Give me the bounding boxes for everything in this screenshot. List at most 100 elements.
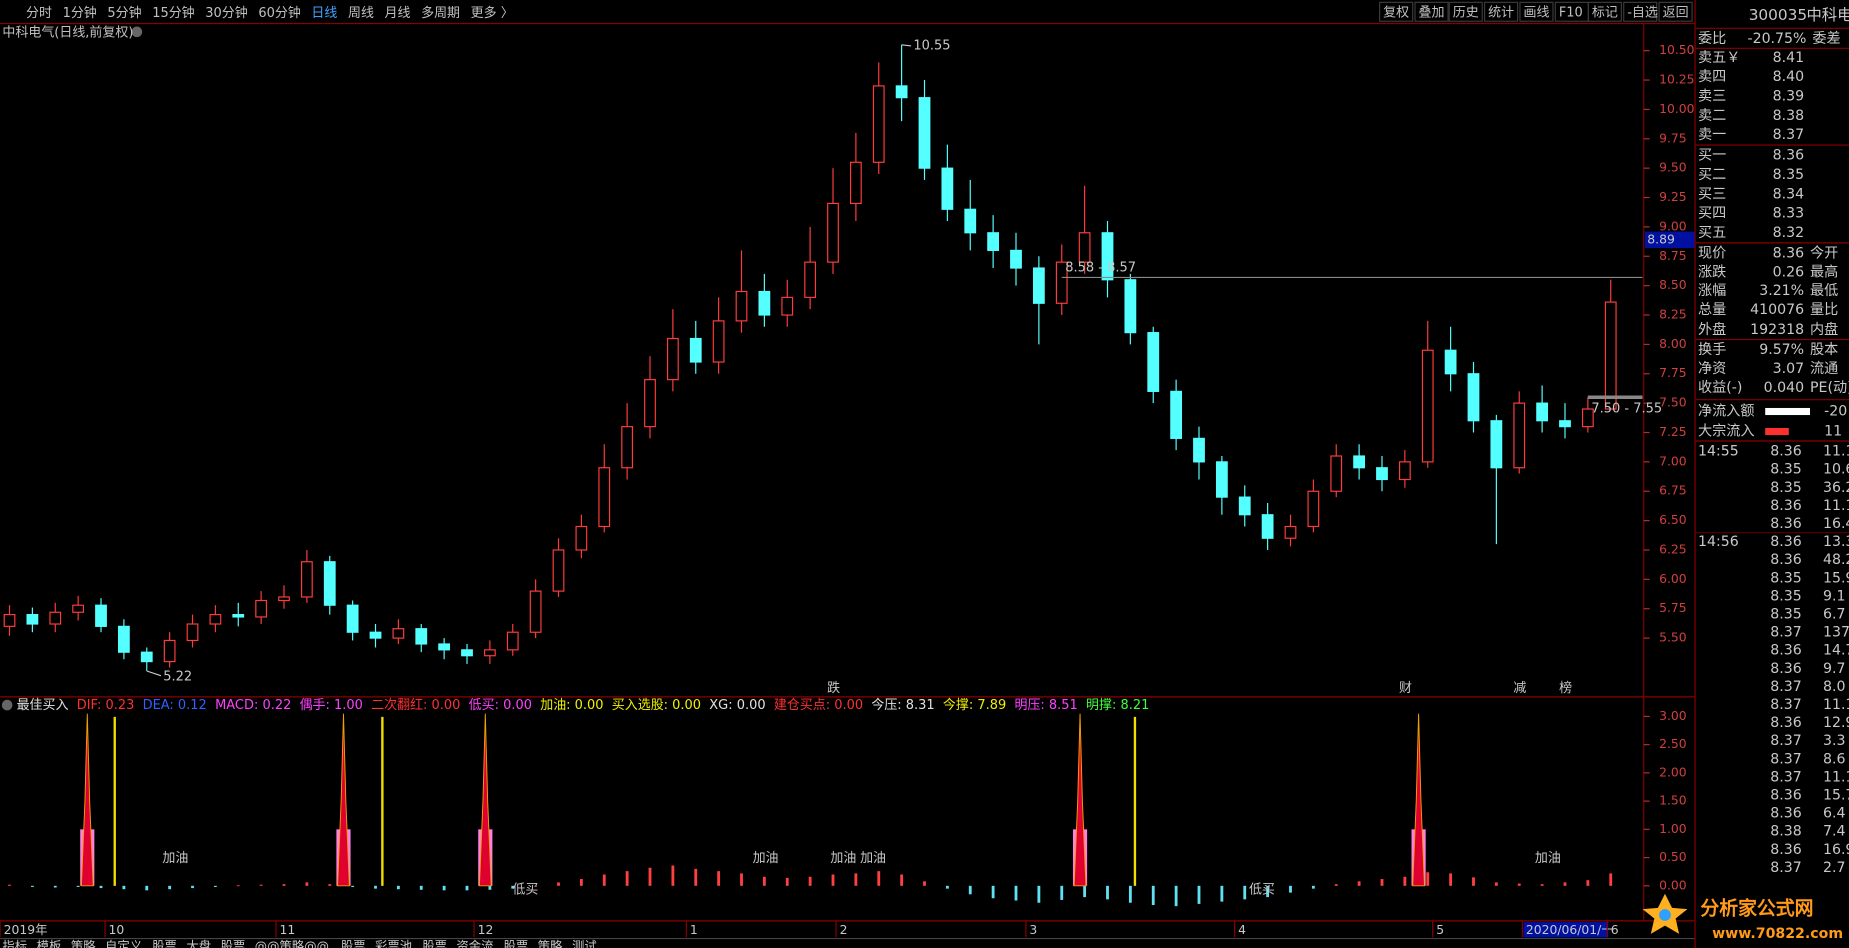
macd-bar [602, 874, 606, 886]
period-button[interactable]: 5分钟 [107, 4, 141, 20]
period-button[interactable]: 周线 [348, 5, 374, 20]
legend-item: 低买: 0.00 [469, 698, 532, 713]
trade-price: 8.35 [1770, 570, 1801, 586]
watermark-url: www.70822.com [1712, 926, 1843, 942]
candle-body [415, 628, 428, 645]
period-button[interactable]: 30分钟 [205, 4, 247, 20]
tab[interactable]: 股票 [152, 939, 177, 948]
macd-bar [1220, 885, 1224, 902]
signal-label: 加油 [1535, 851, 1561, 866]
period-button[interactable]: 日线 [311, 5, 337, 20]
tab[interactable]: 策略 [538, 938, 563, 948]
period-button[interactable]: 分时 [26, 5, 52, 20]
macd-bar [145, 885, 149, 891]
tool-button[interactable]: 画线 [1523, 5, 1549, 20]
book-label: 卖五￥ [1698, 50, 1740, 66]
tab[interactable]: 策略 [71, 938, 96, 948]
tab[interactable]: 股票 [504, 939, 529, 948]
stat-label: 涨幅 [1698, 283, 1726, 299]
title-icon[interactable] [131, 26, 143, 38]
stat-label: 外盘 [1698, 321, 1726, 338]
y-tick-label: 7.50 [1659, 396, 1687, 410]
y-tick-label: 7.25 [1659, 425, 1687, 439]
candle-body [621, 426, 634, 469]
period-button[interactable]: 1分钟 [63, 4, 97, 20]
macd-bar [1128, 885, 1132, 903]
legend-item: MACD: 0.22 [215, 698, 291, 713]
macd-bar [213, 885, 217, 887]
event-marker[interactable]: 榜 [1559, 680, 1572, 696]
stat-label: 涨跌 [1698, 264, 1726, 280]
date-label: 1 [690, 923, 698, 937]
tab[interactable]: 测试 [572, 938, 597, 948]
tab[interactable]: 自定义 [105, 938, 142, 948]
trough-pointer [146, 670, 162, 677]
macd-bar [945, 885, 949, 889]
tool-button[interactable]: -自选 [1627, 5, 1658, 20]
macd-bar [854, 873, 858, 886]
tool-button-frame [1658, 1, 1693, 22]
y-tick-label: 7.75 [1659, 366, 1687, 380]
tool-button[interactable]: F10 [1559, 5, 1583, 20]
tab[interactable]: @@策略@@ [255, 938, 329, 948]
tab[interactable]: 股票 [341, 939, 366, 948]
tool-button-frame [1519, 1, 1554, 22]
candle-body [895, 85, 908, 99]
tool-button[interactable]: 复权 [1383, 4, 1409, 20]
macd-bar [1563, 882, 1567, 886]
trade-price: 8.35 [1770, 480, 1801, 496]
tab[interactable]: 股票 [422, 939, 447, 948]
macd-bar [1586, 880, 1590, 886]
period-button[interactable]: 月线 [385, 5, 411, 20]
tool-button-frame [1379, 1, 1414, 22]
candle-body [1215, 461, 1228, 498]
trade-volume: 6.4 [1823, 806, 1845, 822]
tool-button[interactable]: 叠加 [1419, 5, 1445, 20]
candle-body [1581, 408, 1594, 428]
macd-bar [396, 885, 400, 890]
tab[interactable]: 股票 [221, 939, 246, 948]
event-marker[interactable]: 财 [1399, 681, 1412, 696]
trade-price: 8.36 [1770, 444, 1801, 460]
period-button[interactable]: 更多 〉 [471, 4, 514, 20]
macd-bar [465, 885, 469, 891]
tab[interactable]: 指标 [2, 938, 27, 948]
trade-volume: 15.9 [1823, 570, 1849, 586]
stat-label: 净资 [1698, 361, 1726, 377]
event-marker[interactable]: 跌 [827, 680, 840, 696]
tool-button[interactable]: 历史 [1453, 5, 1479, 20]
macd-bar [282, 884, 286, 886]
tab[interactable]: 大盘 [186, 938, 211, 948]
tab[interactable]: 模板 [37, 939, 62, 948]
macd-bar [1106, 885, 1109, 900]
trade-price: 8.36 [1770, 715, 1801, 731]
period-button[interactable]: 多周期 [421, 4, 460, 20]
event-marker[interactable]: 减 [1513, 681, 1526, 696]
stat-extra: 量比 [1810, 302, 1838, 318]
indicator-legend: 最佳买入 DIF: 0.23 DEA: 0.12 MACD: 0.22 偶手: 1.00… [17, 697, 1150, 713]
flow-value: -20 [1824, 404, 1847, 420]
y-tick-label: 0.00 [1659, 878, 1687, 892]
legend-item: 今撑: 7.89 [943, 697, 1006, 713]
legend-item: 建仓买点: 0.00 [774, 698, 863, 713]
tool-button[interactable]: 返回 [1663, 5, 1689, 20]
y-tick-label: 6.00 [1659, 572, 1687, 586]
flow-bar [1765, 428, 1789, 436]
tab[interactable]: 资金流 [456, 938, 493, 948]
indicator-icon[interactable] [1, 699, 13, 711]
stat-value: 410076 [1750, 302, 1804, 318]
flow-bar [1765, 407, 1811, 416]
trade-price: 8.38 [1770, 824, 1801, 840]
tool-button[interactable]: 统计 [1488, 5, 1514, 20]
candle-body [1398, 461, 1411, 481]
period-button[interactable]: 60分钟 [258, 4, 300, 20]
legend-item: 买入选股: 0.00 [612, 698, 701, 713]
trade-price: 8.37 [1770, 679, 1801, 695]
trough-label: 5.22 [163, 669, 192, 684]
trade-volume: 9.7 [1823, 661, 1845, 677]
watermark-logo-center [1659, 909, 1671, 921]
period-button[interactable]: 15分钟 [152, 4, 194, 20]
trade-time: 14:56 [1698, 534, 1739, 550]
tab[interactable]: 彩票池 [375, 939, 412, 948]
tool-button[interactable]: 标记 [1592, 5, 1618, 20]
